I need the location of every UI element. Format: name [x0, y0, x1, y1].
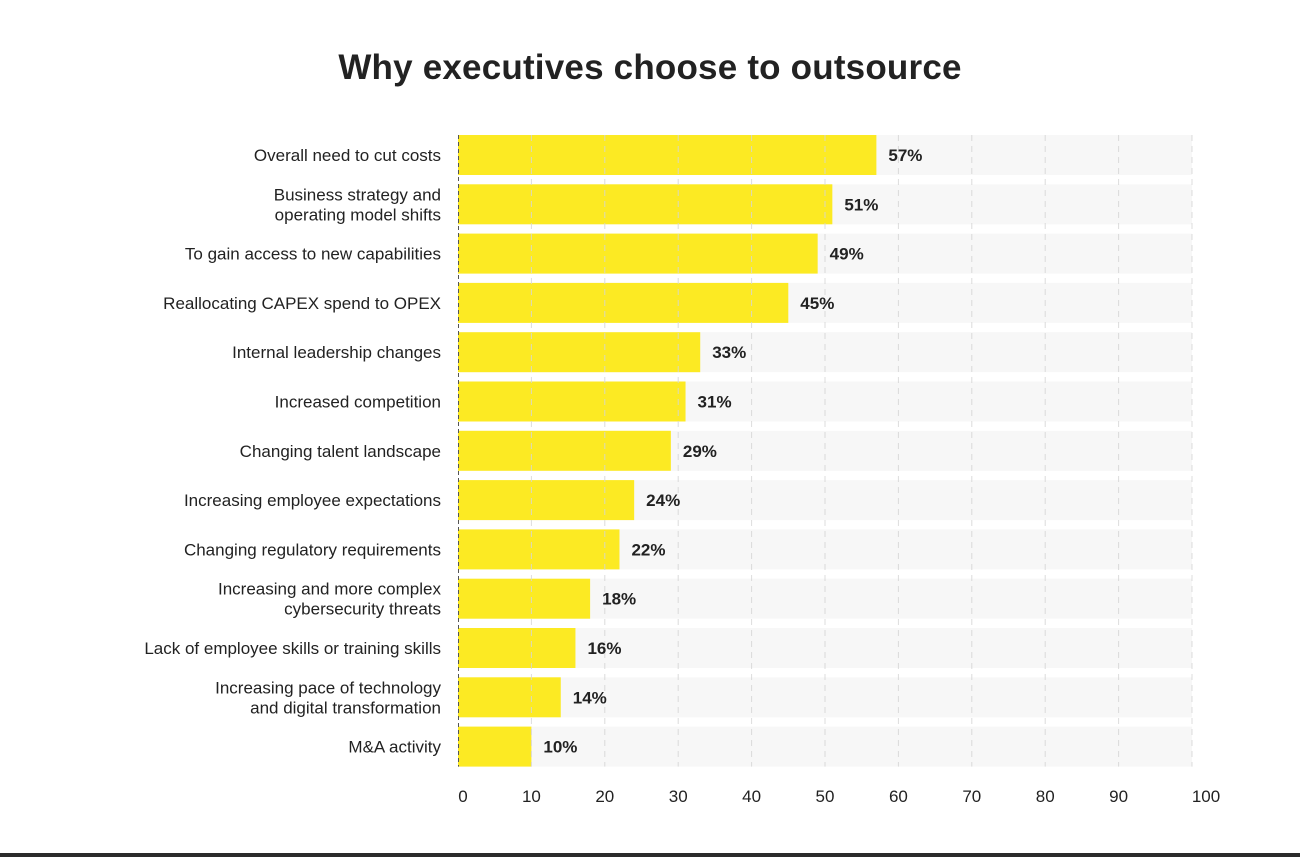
x-tick-label: 0 [458, 787, 467, 806]
value-label: 22% [631, 540, 665, 559]
value-label: 16% [587, 639, 621, 658]
x-tick-label: 50 [816, 787, 835, 806]
category-label: and digital transformation [250, 698, 441, 717]
bar [458, 135, 877, 175]
bar [458, 332, 701, 373]
category-label: cybersecurity threats [284, 600, 441, 619]
x-tick-label: 30 [669, 787, 688, 806]
category-label: M&A activity [348, 738, 441, 757]
bar [458, 726, 532, 767]
value-label: 31% [698, 393, 732, 412]
bar [458, 282, 789, 323]
bottom-rule [0, 853, 1300, 857]
value-label: 49% [830, 245, 864, 264]
category-label: Increased competition [275, 393, 441, 412]
bar [458, 578, 591, 619]
value-label: 18% [602, 590, 636, 609]
bar [458, 233, 818, 274]
category-label: Internal leadership changes [232, 343, 441, 362]
x-tick-label: 70 [962, 787, 981, 806]
category-label: Reallocating CAPEX spend to OPEX [163, 294, 441, 313]
x-tick-label: 60 [889, 787, 908, 806]
x-tick-label: 40 [742, 787, 761, 806]
x-tick-label: 100 [1192, 787, 1220, 806]
category-label-group: Overall need to cut costs Business strate… [144, 146, 441, 757]
bar [458, 381, 686, 422]
bar [458, 184, 833, 225]
chart-title: Why executives choose to outsource [338, 48, 962, 87]
grid-group [458, 135, 1193, 767]
bar-group [458, 135, 877, 767]
category-label: To gain access to new capabilities [185, 245, 441, 264]
category-label: Changing talent landscape [240, 442, 441, 461]
bar [458, 480, 635, 521]
category-label: Increasing employee expectations [184, 491, 441, 510]
x-tick-group: 0 10 20 30 40 50 60 70 80 90 100 [458, 787, 1220, 806]
value-label: 14% [573, 688, 607, 707]
category-label: Lack of employee skills or training skil… [144, 639, 441, 658]
category-label: Increasing pace of technology [215, 678, 441, 697]
x-tick-label: 80 [1036, 787, 1055, 806]
category-label: Changing regulatory requirements [184, 540, 441, 559]
bar [458, 430, 671, 471]
category-label: Overall need to cut costs [254, 146, 441, 165]
x-tick-label: 10 [522, 787, 541, 806]
value-label: 51% [844, 195, 878, 214]
bar [458, 628, 576, 668]
category-label: operating model shifts [275, 205, 441, 224]
bar [458, 529, 620, 570]
category-label: Increasing and more complex [218, 580, 442, 599]
value-label: 29% [683, 442, 717, 461]
value-label-group: 57% 51% 49% 45% 33% 31% 29% 24% 22% 18% 16% 14% 10% [543, 146, 922, 757]
value-label: 45% [800, 294, 834, 313]
value-label: 33% [712, 343, 746, 362]
value-label: 10% [543, 738, 577, 757]
category-label: Business strategy and [274, 185, 441, 204]
bar [458, 677, 561, 718]
value-label: 24% [646, 491, 680, 510]
x-tick-label: 20 [595, 787, 614, 806]
value-label: 57% [888, 146, 922, 165]
x-tick-label: 90 [1109, 787, 1128, 806]
